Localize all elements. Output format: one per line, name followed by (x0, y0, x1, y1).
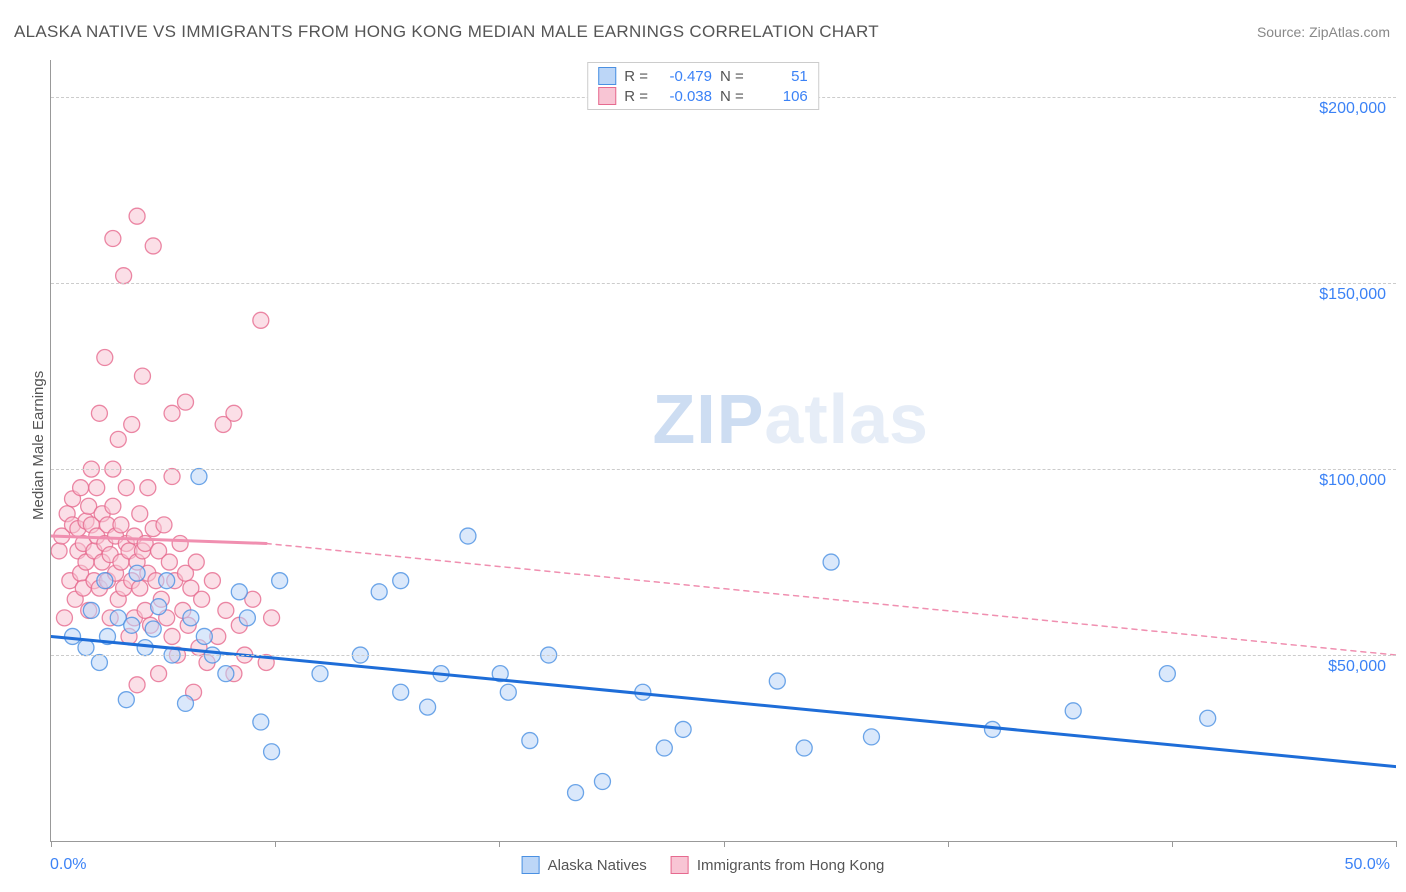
plot-area: ZIPatlas $50,000 $100,000 $150,000 $200,000 (50, 60, 1396, 842)
watermark-zip: ZIP (653, 380, 765, 458)
stats-box: R = -0.479 N = 51 R = -0.038 N = 106 (587, 62, 819, 110)
chart-title: ALASKA NATIVE VS IMMIGRANTS FROM HONG KO… (14, 22, 879, 42)
chart-svg (51, 60, 1396, 841)
y-tick-label: $150,000 (1319, 286, 1386, 304)
bottom-legend: Alaska Natives Immigrants from Hong Kong (522, 856, 885, 874)
n-label: N = (720, 68, 744, 85)
x-axis-max-label: 50.0% (1345, 856, 1390, 874)
swatch-pink-icon (598, 87, 616, 105)
swatch-blue-icon (522, 856, 540, 874)
x-axis-min-label: 0.0% (50, 856, 86, 874)
r-value-blue: -0.479 (656, 68, 712, 85)
legend-label-blue: Alaska Natives (548, 857, 647, 874)
n-value-pink: 106 (752, 88, 808, 105)
source-attribution: Source: ZipAtlas.com (1257, 24, 1390, 40)
watermark: ZIPatlas (653, 379, 929, 459)
y-tick-label: $50,000 (1328, 658, 1386, 676)
n-label: N = (720, 88, 744, 105)
correlation-chart: ALASKA NATIVE VS IMMIGRANTS FROM HONG KO… (0, 0, 1406, 892)
legend-label-pink: Immigrants from Hong Kong (697, 857, 885, 874)
legend-item-blue: Alaska Natives (522, 856, 647, 874)
y-tick-label: $100,000 (1319, 472, 1386, 490)
watermark-atlas: atlas (764, 380, 929, 458)
n-value-blue: 51 (752, 68, 808, 85)
legend-item-pink: Immigrants from Hong Kong (671, 856, 885, 874)
r-label: R = (624, 88, 648, 105)
y-axis-label: Median Male Earnings (30, 371, 47, 520)
swatch-pink-icon (671, 856, 689, 874)
r-label: R = (624, 68, 648, 85)
y-tick-label: $200,000 (1319, 100, 1386, 118)
stats-row-blue: R = -0.479 N = 51 (598, 67, 808, 85)
stats-row-pink: R = -0.038 N = 106 (598, 87, 808, 105)
r-value-pink: -0.038 (656, 88, 712, 105)
swatch-blue-icon (598, 67, 616, 85)
